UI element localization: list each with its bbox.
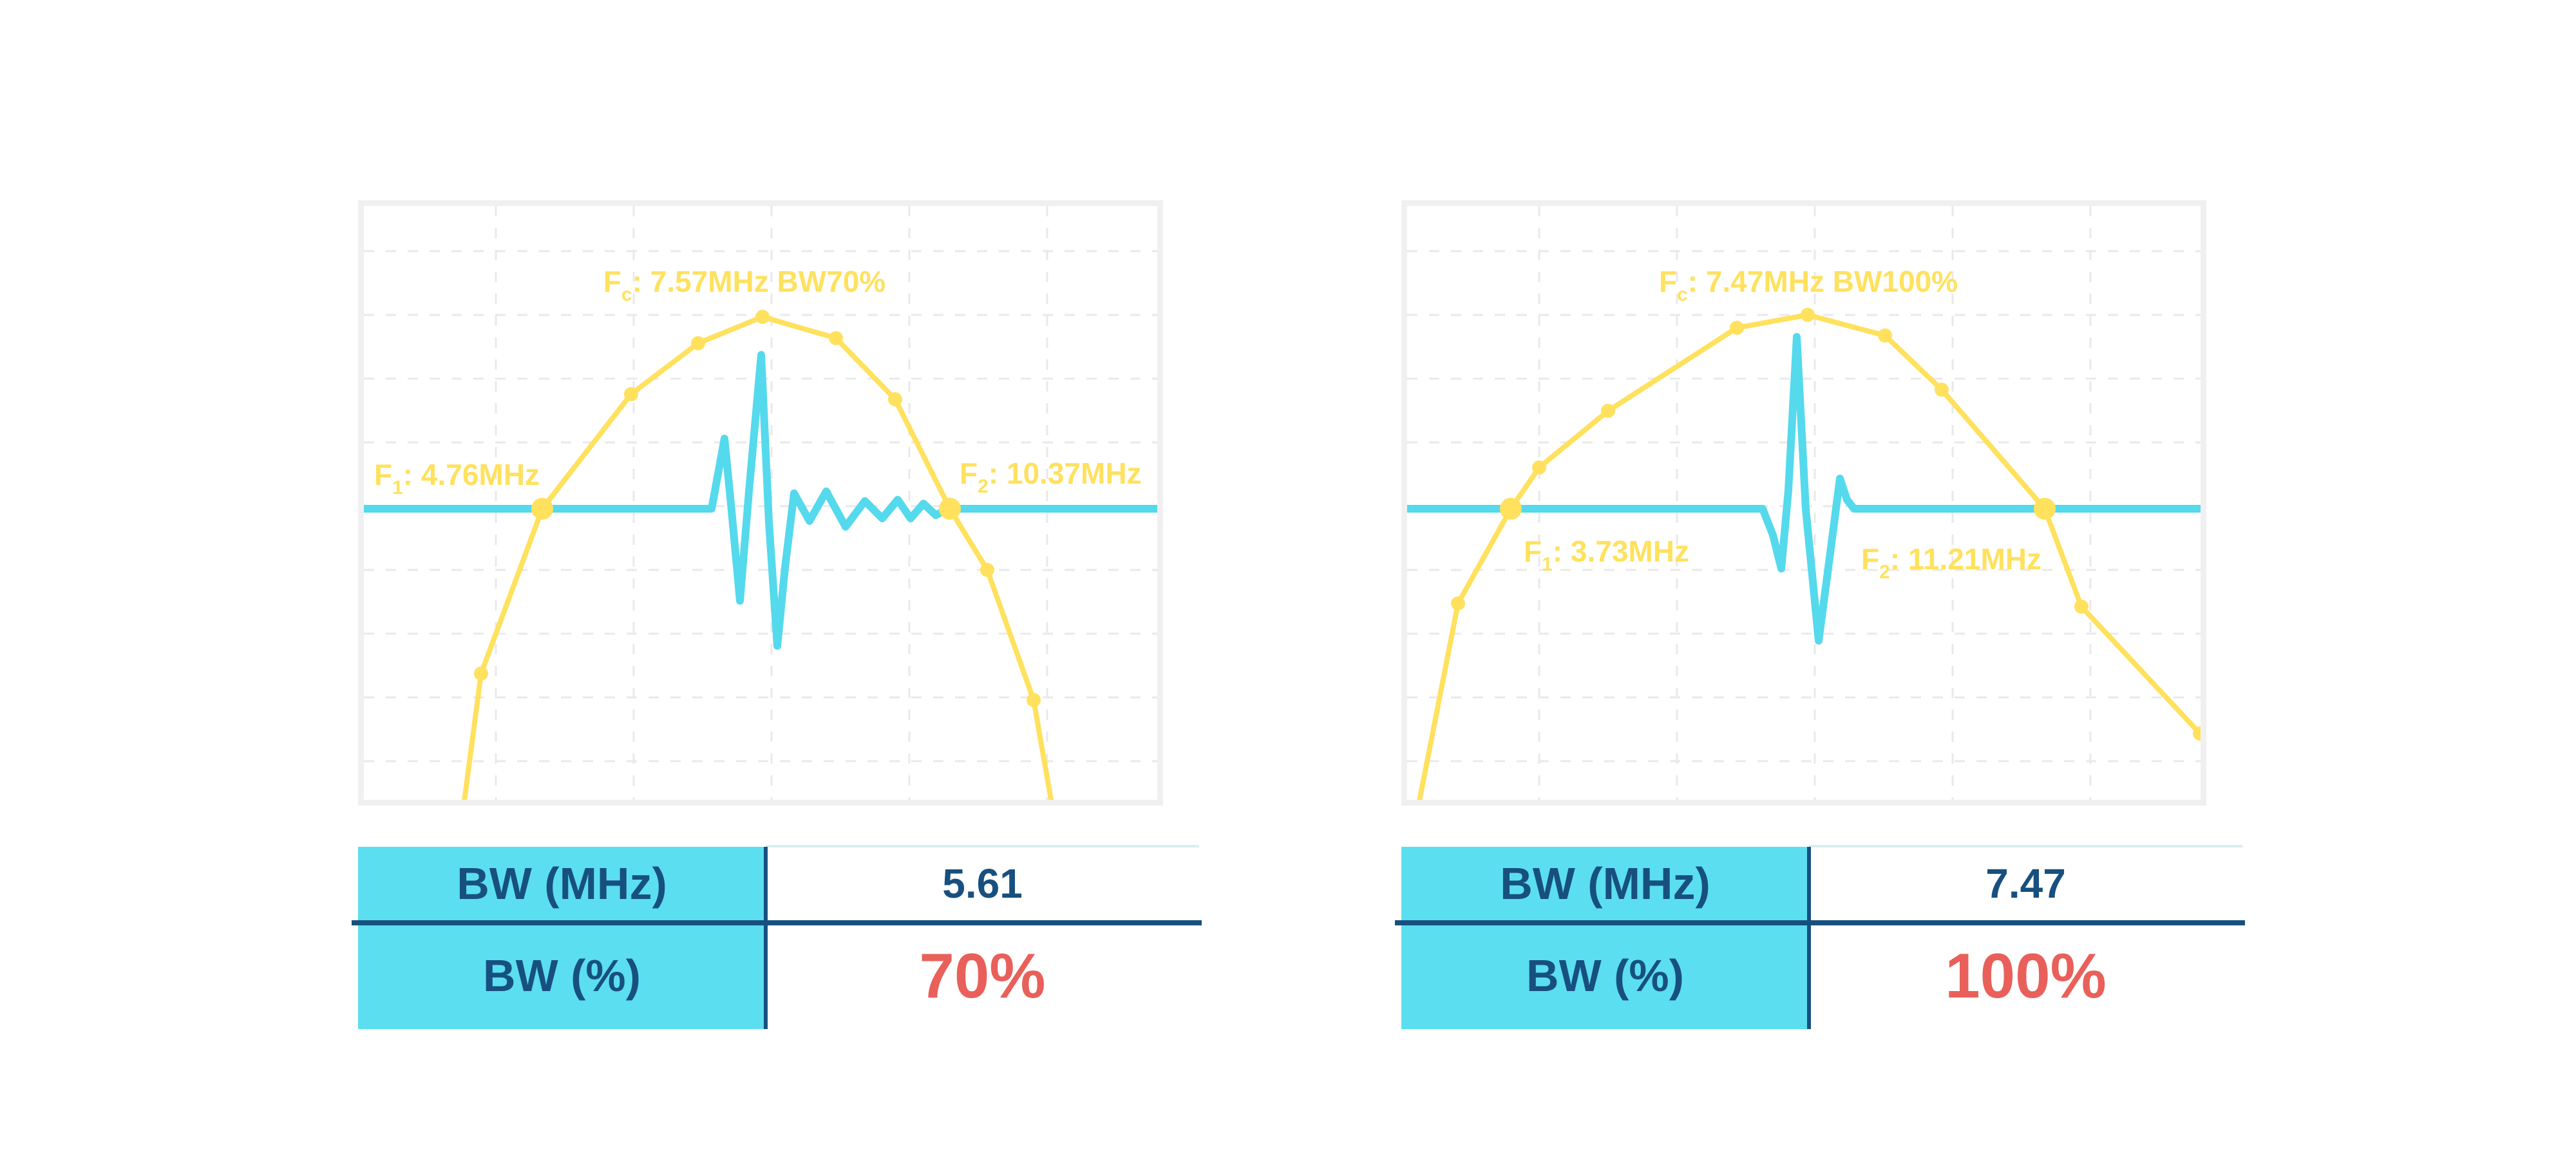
f2-label: F2: 10.37MHz (960, 457, 1142, 497)
bw-pct-value: 70% (919, 940, 1046, 1011)
spectrum-point-markers (474, 310, 1041, 707)
bw-table-100pct: BW (MHz) 7.47 BW (%) 100% (1395, 845, 2245, 1029)
frequency-spectrum-line (461, 314, 1055, 806)
f1-label: F1: 3.73MHz (1524, 534, 1689, 575)
bandwidth-chart-100pct: Fc: 7.47MHz BW100% F1: 3.73MHz F2: 11.21MH… (1401, 200, 2206, 806)
frequency-spectrum-line (1416, 312, 2202, 806)
table-top-divider (766, 845, 1199, 847)
bw-pct-label: BW (%) (483, 951, 641, 1001)
spectrum-point-markers (1451, 308, 2206, 741)
bw-pct-value: 100% (1945, 940, 2107, 1011)
f2-label: F2: 11.21MHz (1861, 542, 2041, 583)
bw-pct-label: BW (%) (1526, 951, 1684, 1001)
table-top-divider (1809, 845, 2242, 847)
pulse-waveform-line (358, 351, 1163, 650)
bw-mhz-label: BW (MHz) (1500, 858, 1710, 909)
table-column-divider (1807, 847, 1811, 1029)
f1-label: F1: 4.76MHz (374, 458, 540, 498)
pulse-waveform-line (1401, 333, 2206, 645)
bw-table-70pct: BW (MHz) 5.61 BW (%) 70% (352, 845, 1202, 1029)
fc-label: Fc: 7.47MHz BW100% (1659, 265, 1958, 305)
bw-table-label-column (1401, 847, 1809, 1029)
bw-table-label-column (358, 847, 766, 1029)
bandwidth-chart-70pct: Fc: 7.57MHz BW70% F1: 4.76MHz F2: 10.37MHz (358, 200, 1163, 806)
bw-mhz-value: 7.47 (1985, 860, 2066, 907)
bw-mhz-value: 5.61 (942, 860, 1023, 907)
bw-mhz-label: BW (MHz) (457, 858, 667, 909)
table-row-divider (352, 920, 1202, 925)
table-row-divider (1395, 920, 2245, 925)
table-column-divider (764, 847, 768, 1029)
fc-label: Fc: 7.57MHz BW70% (603, 265, 886, 305)
